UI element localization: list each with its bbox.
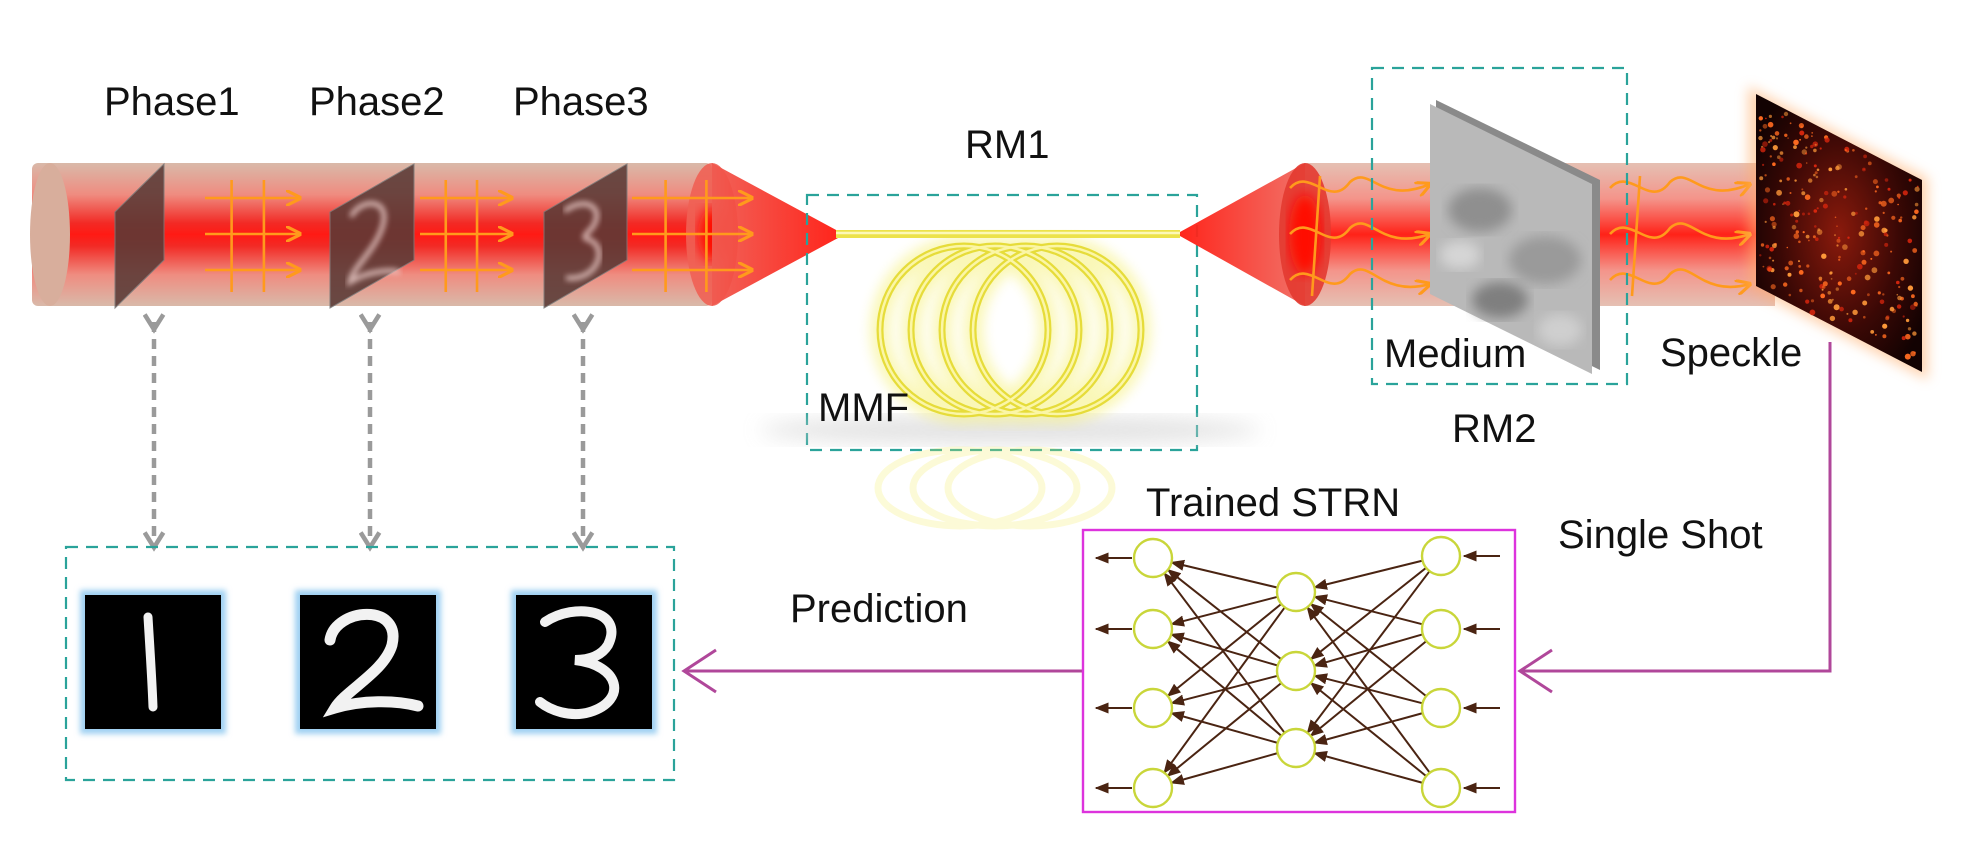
neuron-node (1420, 687, 1462, 729)
prediction-label: Prediction (790, 587, 968, 631)
network-connection (1166, 640, 1283, 737)
neuron-node (1275, 727, 1317, 769)
single-shot-arrow (1517, 342, 1832, 694)
predicted-digit-3 (511, 590, 657, 734)
phase-plate-1 (114, 162, 165, 310)
network-connection (1312, 633, 1424, 668)
wavefront-arrows-left (205, 180, 752, 292)
network-connection (1313, 559, 1423, 590)
network-connection (1166, 568, 1282, 660)
rm1-box (805, 193, 1199, 452)
network-connection (1169, 711, 1278, 744)
neuron-node (1132, 767, 1174, 809)
predicted-digit-2 (295, 590, 441, 734)
phase-to-output-links (154, 322, 583, 540)
network-connection (1170, 559, 1278, 589)
neuron-node (1275, 650, 1317, 692)
prediction-box (64, 545, 676, 782)
neuron-node (1420, 535, 1462, 577)
network-connection (1312, 712, 1423, 745)
single-shot-label: Single Shot (1558, 513, 1763, 557)
mmf-label: MMF (818, 386, 909, 430)
strn-label: Trained STRN (1146, 481, 1400, 525)
network-connection (1163, 572, 1286, 734)
network-connection (1169, 632, 1279, 667)
medium-label: Medium (1384, 332, 1526, 376)
phase-plate-3 (543, 163, 628, 309)
neural-network (1094, 535, 1500, 809)
multimode-fiber (760, 226, 1260, 530)
phase-label-1: Phase1 (104, 80, 240, 124)
scattered-wavefront-arrows (1289, 175, 1750, 297)
rm1-label: RM1 (965, 123, 1049, 167)
neuron-node (1132, 687, 1174, 729)
network-connection (1309, 567, 1427, 661)
network-connection (1170, 595, 1278, 627)
predicted-digit-1 (80, 590, 226, 734)
network-connection (1309, 682, 1427, 777)
neuron-node (1275, 571, 1317, 613)
rm2-label: RM2 (1452, 407, 1536, 451)
speckle-label: Speckle (1660, 331, 1802, 375)
neuron-node (1132, 537, 1174, 579)
speckle-pattern (1748, 86, 1928, 380)
network-connection (1306, 570, 1431, 734)
scattering-medium (1430, 100, 1600, 374)
network-connection (1309, 640, 1427, 737)
phase-label-3: Phase3 (513, 80, 649, 124)
neuron-node (1132, 608, 1174, 650)
rm2-box (1370, 66, 1629, 386)
network-connection (1313, 594, 1423, 626)
prediction-arrow (681, 648, 1083, 694)
phase-label-2: Phase2 (309, 80, 445, 124)
neuron-node (1420, 608, 1462, 650)
network-connection (1169, 752, 1278, 785)
network-connection (1166, 682, 1282, 777)
phase-plate-2 (329, 163, 415, 309)
neuron-node (1420, 767, 1462, 809)
network-connection (1312, 751, 1423, 784)
